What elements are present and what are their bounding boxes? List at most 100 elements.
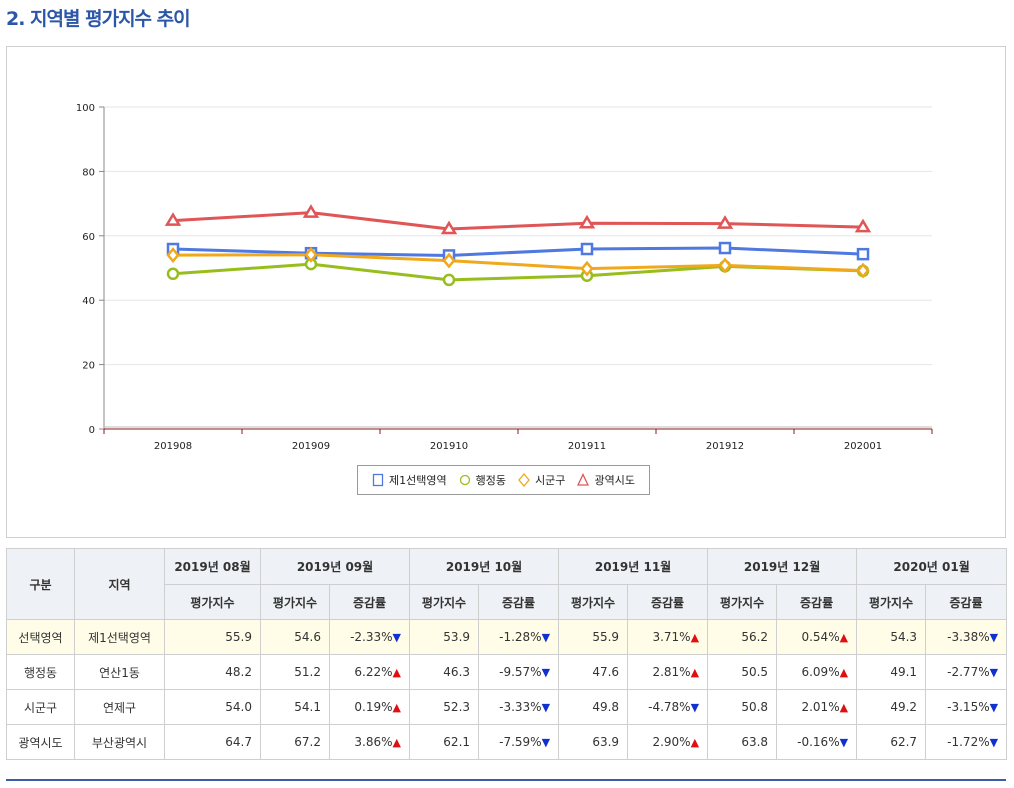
down-arrow-icon: ▼ xyxy=(541,631,551,644)
data-point-2-1 xyxy=(304,246,318,263)
index-table: 구분 지역 2019년 08월 2019년 09월 2019년 10월 2019년 11월… xyxy=(6,548,1008,760)
data-point-3-4 xyxy=(716,215,734,229)
row-region: 연산1동 xyxy=(74,654,165,690)
header-region: 지역 xyxy=(74,548,165,620)
legend-label: 행정동 xyxy=(475,474,507,487)
row-gubun: 선택영역 xyxy=(6,619,75,655)
x-tick-label: 202001 xyxy=(844,441,882,452)
header-month: 2020년 01월 xyxy=(856,548,1008,585)
x-tick-label: 201912 xyxy=(706,441,744,452)
row-region: 부산광역시 xyxy=(74,724,165,760)
change-text: -3.15% xyxy=(947,700,990,714)
change-text: -1.28% xyxy=(499,630,542,644)
legend-label: 제1선택영역 xyxy=(389,474,447,487)
y-tick-label: 80 xyxy=(82,167,95,178)
change-text: -2.33% xyxy=(350,630,393,644)
data-point-3-0 xyxy=(164,212,182,226)
legend-label: 시군구 xyxy=(535,474,566,487)
data-point-3-2 xyxy=(440,220,458,235)
index-value: 63.8 xyxy=(707,724,778,760)
change-value: 2.81%▲ xyxy=(627,654,709,690)
index-value: 51.2 xyxy=(260,654,330,690)
index-value: 52.3 xyxy=(409,689,480,725)
header-month: 2019년 10월 xyxy=(409,548,560,585)
index-value: 62.1 xyxy=(409,724,480,760)
header-month: 2019년 11월 xyxy=(558,548,709,585)
change-value: -1.28%▼ xyxy=(478,619,560,655)
line-chart: 0 20 40 60 80 100 201908 201909 201910 201911 2019… xyxy=(6,46,1006,538)
legend-item-2[interactable]: 시군구 xyxy=(518,472,565,488)
legend-label: 광역시도 xyxy=(594,474,635,487)
change-text: -3.38% xyxy=(947,630,990,644)
down-arrow-icon: ▼ xyxy=(541,666,551,679)
data-point-2-0 xyxy=(166,247,180,264)
header-index: 평가지수 xyxy=(856,584,927,620)
header-gubun: 구분 xyxy=(6,548,75,620)
index-value: 49.1 xyxy=(856,654,927,690)
index-value: 46.3 xyxy=(409,654,480,690)
up-arrow-icon: ▲ xyxy=(690,666,700,679)
up-arrow-icon: ▲ xyxy=(392,736,402,749)
up-arrow-icon: ▲ xyxy=(392,701,402,714)
index-value: 54.6 xyxy=(260,619,330,655)
down-arrow-icon: ▼ xyxy=(989,701,999,714)
change-value: -1.72%▼ xyxy=(925,724,1008,760)
header-index: 평가지수 xyxy=(164,584,261,620)
data-point-2-3 xyxy=(580,260,594,277)
legend-item-3[interactable]: 광역시도 xyxy=(577,472,635,488)
index-value: 48.2 xyxy=(164,654,261,690)
change-value: -3.38%▼ xyxy=(925,619,1008,655)
header-change: 증감률 xyxy=(328,584,411,620)
down-arrow-icon: ▼ xyxy=(989,631,999,644)
change-text: -1.72% xyxy=(947,735,990,749)
legend-item-0[interactable]: 제1선택영역 xyxy=(372,472,447,488)
change-text: 2.81% xyxy=(652,665,691,679)
y-tick-label: 100 xyxy=(76,103,95,114)
chart-svg: 0 20 40 60 80 100 201908 201909 201910 201911 2019… xyxy=(76,103,933,452)
row-gubun: 행정동 xyxy=(6,654,75,690)
legend-item-1[interactable]: 행정동 xyxy=(459,472,506,488)
change-value: 3.71%▲ xyxy=(627,619,709,655)
header-month: 2019년 12월 xyxy=(707,548,858,585)
series-line-2 xyxy=(172,253,864,273)
change-text: 3.71% xyxy=(652,630,691,644)
down-arrow-icon: ▼ xyxy=(989,666,999,679)
series-line-0 xyxy=(172,246,864,257)
row-region: 연제구 xyxy=(74,689,165,725)
index-value: 49.2 xyxy=(856,689,927,725)
header-index: 평가지수 xyxy=(260,584,330,620)
change-text: -3.33% xyxy=(499,700,542,714)
change-text: -7.59% xyxy=(499,735,542,749)
data-point-0-5 xyxy=(856,247,870,261)
down-arrow-icon: ▼ xyxy=(989,736,999,749)
index-value: 49.8 xyxy=(558,689,629,725)
up-arrow-icon: ▲ xyxy=(839,666,849,679)
data-point-3-3 xyxy=(578,214,596,229)
change-value: 2.01%▲ xyxy=(776,689,858,725)
change-value: 2.90%▲ xyxy=(627,724,709,760)
header-index: 평가지수 xyxy=(409,584,480,620)
header-change: 증감률 xyxy=(478,584,560,620)
data-point-3-1 xyxy=(302,204,320,218)
change-text: 2.90% xyxy=(652,735,691,749)
row-gubun: 광역시도 xyxy=(6,724,75,760)
x-tick-label: 201908 xyxy=(154,441,192,452)
header-month: 2019년 08월 xyxy=(164,548,261,585)
down-arrow-icon: ▼ xyxy=(839,736,849,749)
up-arrow-icon: ▲ xyxy=(392,666,402,679)
index-value: 62.7 xyxy=(856,724,927,760)
y-tick-label: 0 xyxy=(89,425,95,436)
header-index: 평가지수 xyxy=(558,584,629,620)
up-arrow-icon: ▲ xyxy=(690,736,700,749)
change-text: 3.86% xyxy=(354,735,393,749)
header-change: 증감률 xyxy=(627,584,709,620)
table-row: 광역시도 부산광역시 64.7 67.2 3.86%▲ 62.1 -7.59%▼ 63.9 2.… xyxy=(6,724,1008,760)
down-arrow-icon: ▼ xyxy=(392,631,402,644)
change-text: -2.77% xyxy=(947,665,990,679)
legend-triangle-icon xyxy=(577,473,590,486)
data-point-0-4 xyxy=(718,241,732,255)
y-tick-label: 40 xyxy=(82,296,95,307)
header-change: 증감률 xyxy=(776,584,858,620)
change-text: -9.57% xyxy=(499,665,542,679)
up-arrow-icon: ▲ xyxy=(839,631,849,644)
